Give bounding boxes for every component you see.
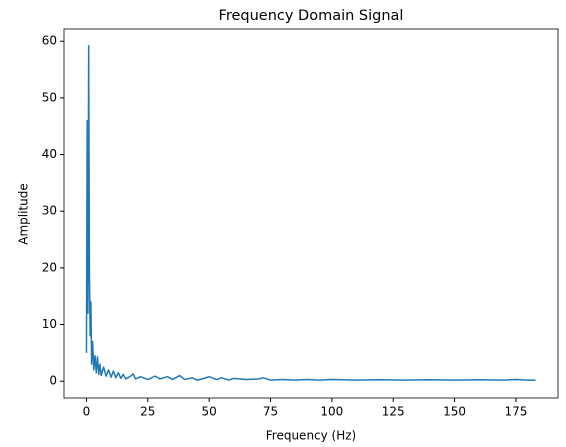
chart-title: Frequency Domain Signal xyxy=(219,8,404,24)
x-tick-label: 150 xyxy=(443,405,466,419)
y-tick-label: 60 xyxy=(42,34,57,48)
x-tick-label: 125 xyxy=(382,405,405,419)
y-tick-label: 50 xyxy=(42,90,57,104)
plot-frame xyxy=(63,28,559,399)
x-tick-label: 100 xyxy=(320,405,343,419)
x-tick-label: 175 xyxy=(504,405,527,419)
y-tick-label: 0 xyxy=(49,374,57,388)
x-tick-label: 0 xyxy=(83,405,91,419)
x-tick-label: 50 xyxy=(202,405,217,419)
y-tick-label: 20 xyxy=(42,260,57,274)
y-tick-label: 10 xyxy=(42,317,57,331)
y-tick-label: 30 xyxy=(42,204,57,218)
x-tick-label: 25 xyxy=(140,405,155,419)
y-axis-label: Amplitude xyxy=(17,183,31,245)
y-tick-label: 40 xyxy=(42,147,57,161)
x-tick-label: 75 xyxy=(263,405,278,419)
line xyxy=(85,45,536,381)
x-axis-label: Frequency (Hz) xyxy=(266,429,357,443)
